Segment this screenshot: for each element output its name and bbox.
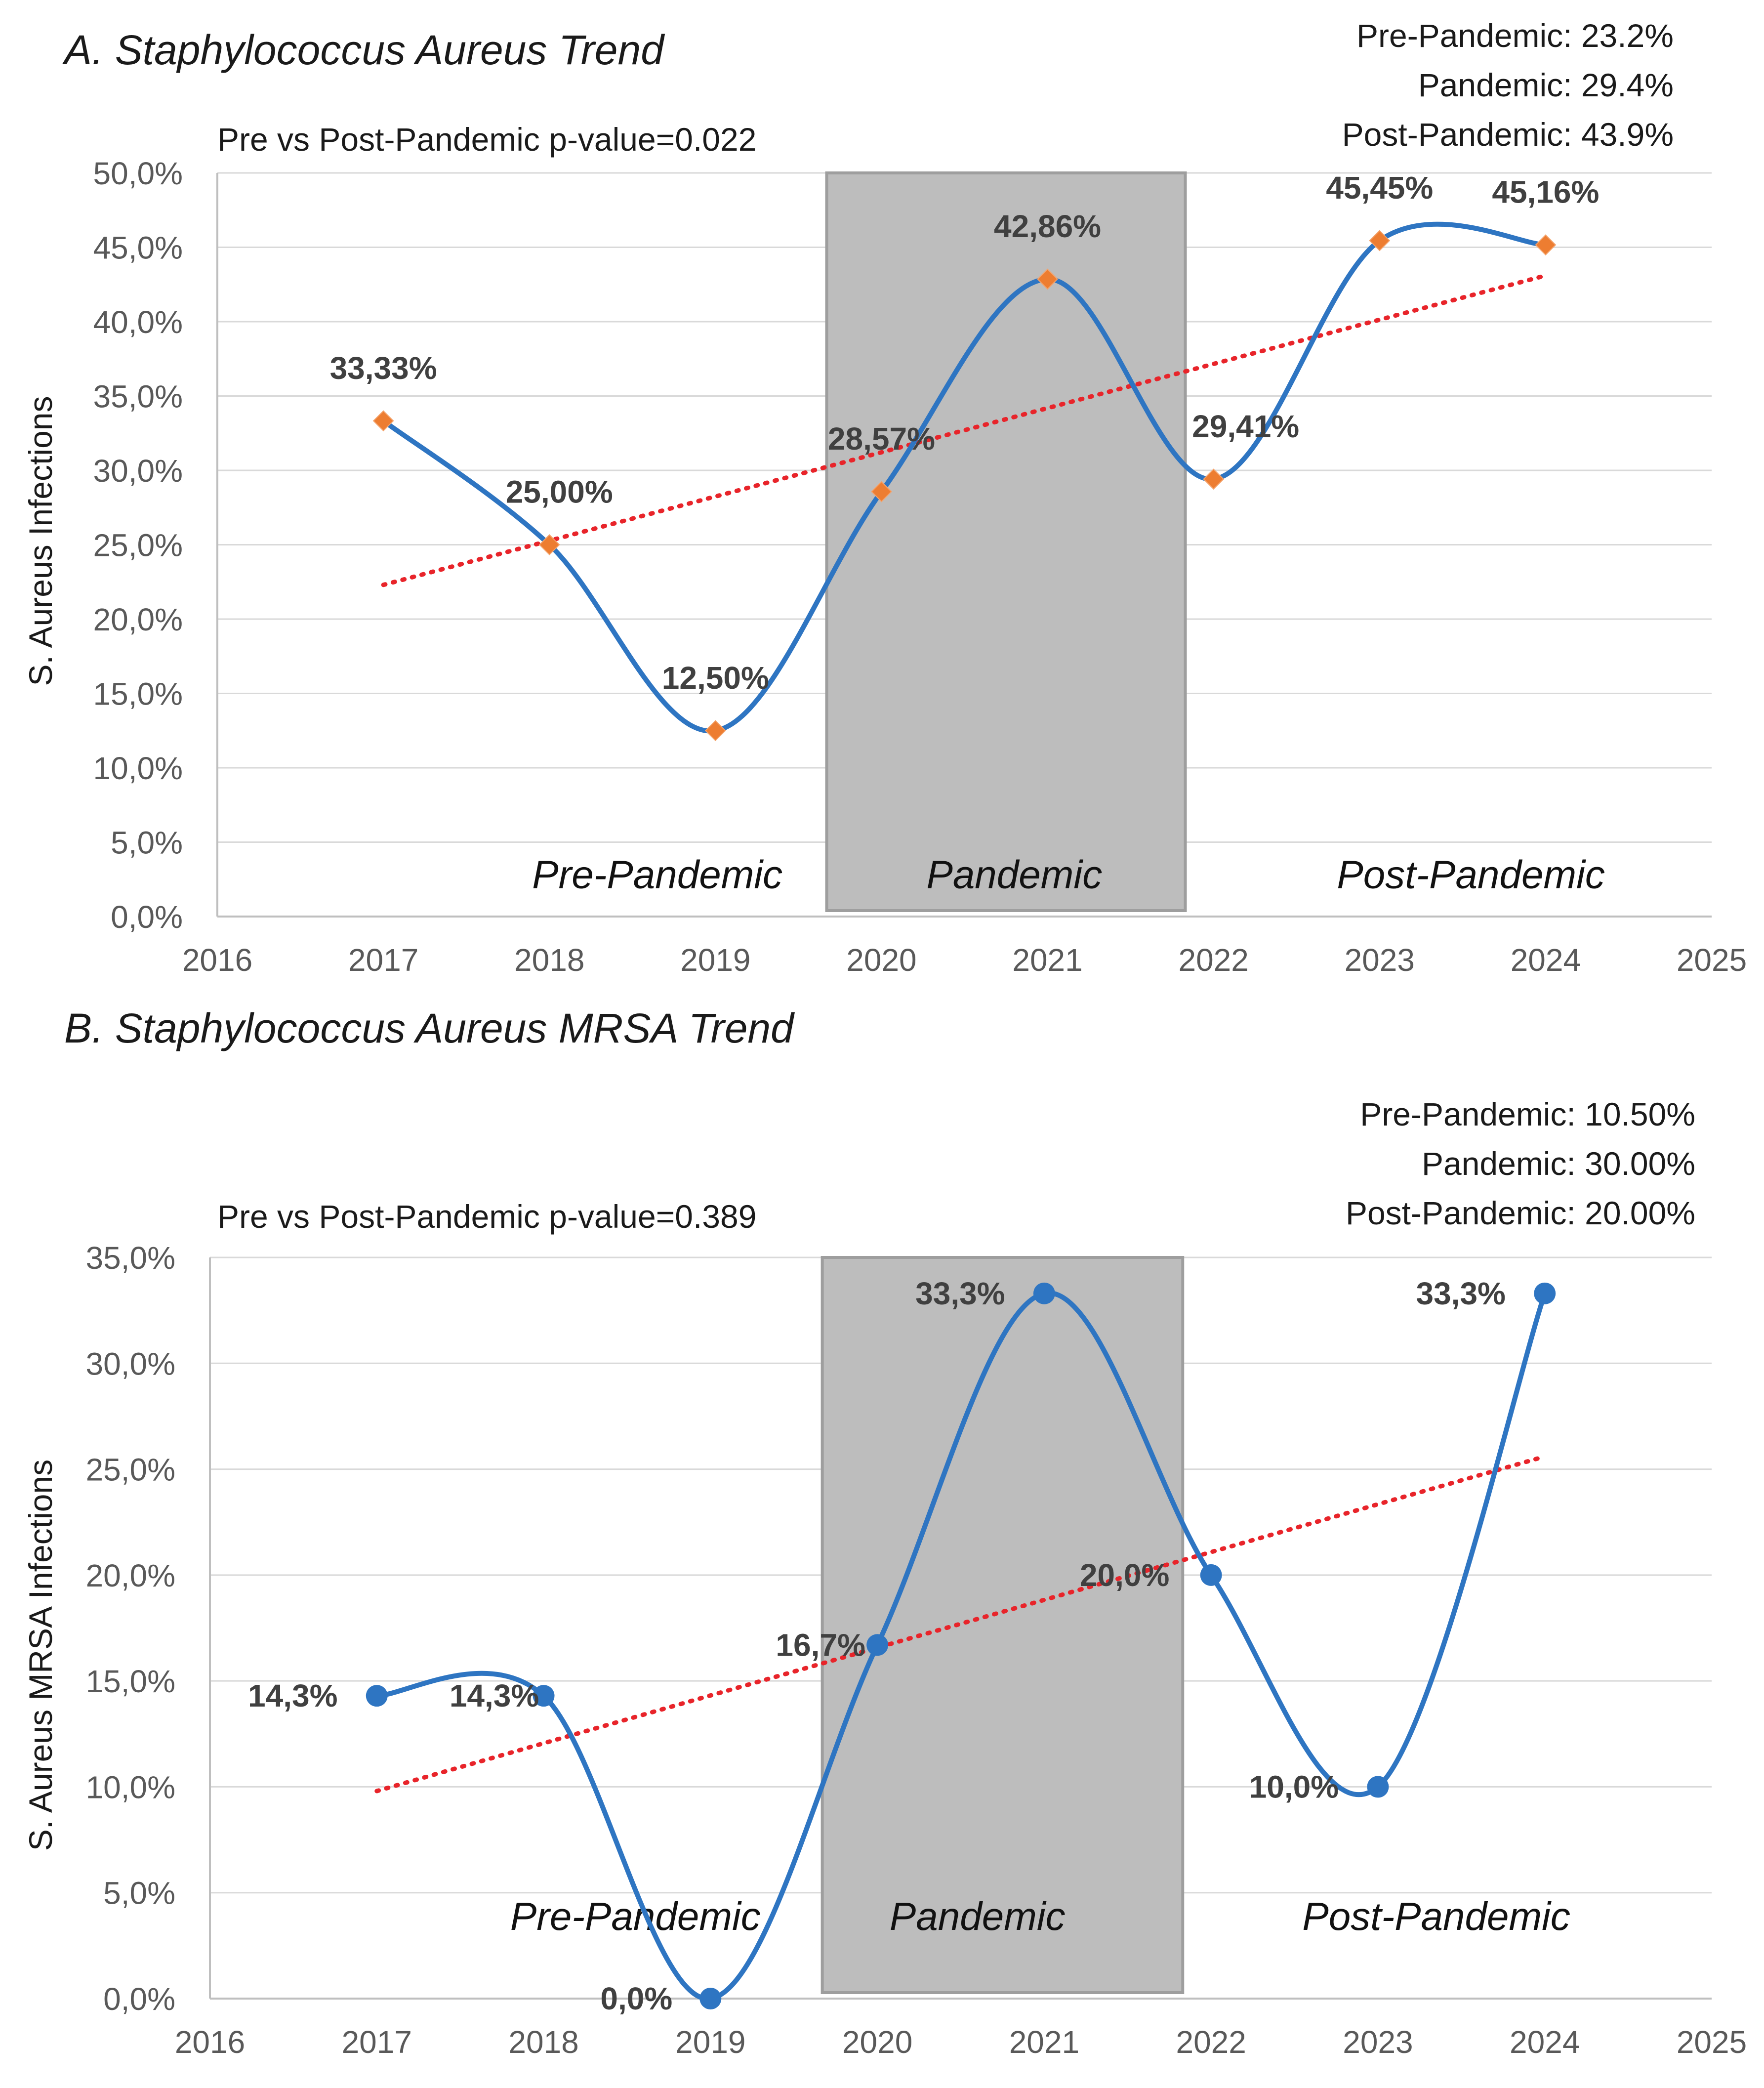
chart-a-summary-post: Post-Pandemic: 43.9%	[1342, 116, 1674, 153]
chart-b-data-point	[1367, 1776, 1389, 1798]
chart-a-data-label: 45,16%	[1492, 174, 1599, 210]
chart-b-data-label: 10,0%	[1249, 1769, 1339, 1804]
chart-a-data-point	[372, 410, 394, 432]
chart-a-x-tick-label: 2016	[182, 942, 252, 978]
chart-a-plot-area: 0,0% 5,0% 10,0% 15,0% 20,0% 25,0% 30,0% 35,0% 40…	[93, 156, 1747, 978]
chart-b-x-tick-label: 2025	[1677, 2024, 1747, 2060]
chart-b-pandemic-shade	[820, 1256, 1185, 1994]
chart-a-x-tick-label: 2025	[1677, 942, 1747, 978]
chart-a-data-point	[1535, 234, 1557, 256]
chart-a-x-tick-label: 2024	[1511, 942, 1581, 978]
chart-b-data-point	[1534, 1282, 1556, 1304]
chart-a-x-tick-label: 2021	[1012, 942, 1082, 978]
chart-a-y-tick-label: 40,0%	[93, 304, 183, 340]
chart-a-data-label: 33,33%	[330, 350, 437, 386]
chart-b-period-label: Pandemic	[890, 1894, 1066, 1938]
chart-b: B. Staphylococcus Aureus MRSA Trend Pre …	[22, 1005, 1747, 2060]
chart-b-x-tick-label: 2017	[342, 2024, 412, 2060]
chart-a-data-label: 45,45%	[1326, 170, 1433, 206]
chart-a-series-line	[381, 221, 1548, 734]
chart-b-data-label: 20,0%	[1080, 1557, 1169, 1593]
chart-b-y-tick-label: 20,0%	[86, 1558, 175, 1593]
chart-b-y-tick-label: 30,0%	[86, 1346, 175, 1381]
chart-a-x-tick-label: 2022	[1178, 942, 1248, 978]
chart-a-period-label: Post-Pandemic	[1337, 853, 1604, 897]
chart-b-y-tick-label: 10,0%	[86, 1769, 175, 1805]
chart-a-period-label: Pandemic	[926, 853, 1102, 897]
chart-b-data-label: 16,7%	[776, 1627, 865, 1663]
chart-a-trendline	[381, 273, 1548, 587]
chart-b-data-label: 0,0%	[600, 1981, 672, 2016]
chart-a-period-label: Pre-Pandemic	[532, 853, 782, 897]
chart-b-data-point	[1033, 1282, 1055, 1304]
chart-b-summary-pandemic: Pandemic: 30.00%	[1422, 1145, 1695, 1182]
chart-a-data-label: 42,86%	[994, 209, 1101, 244]
chart-a-summary-pre: Pre-Pandemic: 23.2%	[1356, 17, 1674, 54]
chart-a-data-label: 28,57%	[828, 421, 935, 457]
chart-a-y-tick-label: 45,0%	[93, 230, 183, 266]
chart-a-y-tick-label: 15,0%	[93, 676, 183, 712]
chart-a-y-axis-label: S. Aureus Infections	[22, 396, 59, 686]
chart-a-data-label: 25,00%	[506, 474, 613, 510]
chart-b-data-point	[366, 1685, 388, 1707]
chart-b-data-point	[533, 1685, 555, 1707]
chart-a-summary-pandemic: Pandemic: 29.4%	[1418, 67, 1674, 103]
chart-b-data-label: 14,3%	[248, 1678, 337, 1713]
chart-b-y-tick-label: 35,0%	[86, 1240, 175, 1276]
chart-b-y-tick-label: 15,0%	[86, 1664, 175, 1699]
chart-b-data-label: 33,3%	[1416, 1276, 1505, 1311]
chart-b-x-tick-label: 2018	[508, 2024, 578, 2060]
chart-a-y-tick-label: 25,0%	[93, 528, 183, 563]
chart-b-y-axis-label: S. Aureus MRSA Infections	[22, 1460, 59, 1851]
chart-b-x-tick-label: 2020	[842, 2024, 912, 2060]
chart-b-y-tick-label: 0,0%	[103, 1981, 175, 2017]
chart-b-summary-post: Post-Pandemic: 20.00%	[1346, 1195, 1695, 1231]
chart-a-data-label: 29,41%	[1192, 409, 1299, 444]
chart-b-x-tick-label: 2021	[1009, 2024, 1079, 2060]
chart-a-data-point	[1037, 268, 1058, 290]
chart-b-x-tick-label: 2024	[1510, 2024, 1580, 2060]
chart-b-title: B. Staphylococcus Aureus MRSA Trend	[64, 1005, 795, 1051]
chart-b-x-tick-label: 2019	[675, 2024, 745, 2060]
chart-a-title: A. Staphylococcus Aureus Trend	[62, 27, 665, 73]
chart-a-data-point	[538, 534, 560, 555]
chart-b-period-label: Pre-Pandemic	[510, 1894, 761, 1938]
chart-a-data-point	[1203, 468, 1225, 490]
chart-b-pvalue: Pre vs Post-Pandemic p-value=0.389	[217, 1198, 756, 1235]
chart-b-y-tick-label: 5,0%	[103, 1876, 175, 1911]
chart-a-pvalue: Pre vs Post-Pandemic p-value=0.022	[217, 121, 756, 158]
chart-a-data-point	[1369, 230, 1391, 251]
chart-b-data-point	[1200, 1564, 1222, 1586]
chart-a-pandemic-shade	[825, 171, 1187, 912]
chart-b-data-label: 14,3%	[450, 1678, 539, 1713]
chart-a-y-tick-label: 50,0%	[93, 156, 183, 191]
chart-a-x-tick-label: 2019	[680, 942, 750, 978]
chart-b-summary-pre: Pre-Pandemic: 10.50%	[1360, 1096, 1695, 1132]
chart-a-y-tick-label: 5,0%	[111, 825, 183, 861]
chart-b-x-tick-label: 2022	[1176, 2024, 1246, 2060]
chart-b-plot-area: 0,0% 5,0% 10,0% 15,0% 20,0% 25,0% 30,0% 35,0% 20…	[86, 1240, 1747, 2060]
chart-a-y-tick-label: 0,0%	[111, 899, 183, 935]
chart-b-data-label: 33,3%	[915, 1276, 1005, 1311]
chart-b-data-point	[699, 1988, 722, 2009]
chart-b-data-point	[866, 1634, 889, 1656]
chart-a-x-tick-label: 2018	[514, 942, 584, 978]
chart-a-y-tick-label: 20,0%	[93, 602, 183, 637]
chart-a-data-point	[871, 481, 892, 502]
chart-a-x-tick-label: 2017	[348, 942, 418, 978]
chart-a-x-tick-label: 2023	[1345, 942, 1415, 978]
chart-a-y-tick-label: 35,0%	[93, 379, 183, 415]
chart-a-y-tick-label: 10,0%	[93, 751, 183, 786]
chart-a-data-point	[704, 720, 726, 742]
chart-a-y-tick-label: 30,0%	[93, 453, 183, 489]
chart-a-data-label: 12,50%	[662, 660, 769, 696]
chart-b-x-tick-label: 2023	[1343, 2024, 1413, 2060]
chart-a-x-tick-label: 2020	[846, 942, 916, 978]
chart-a: A. Staphylococcus Aureus Trend Pre vs Po…	[22, 17, 1747, 978]
chart-b-y-tick-label: 25,0%	[86, 1452, 175, 1488]
chart-b-period-label: Post-Pandemic	[1302, 1894, 1570, 1938]
chart-b-x-tick-label: 2016	[175, 2024, 245, 2060]
